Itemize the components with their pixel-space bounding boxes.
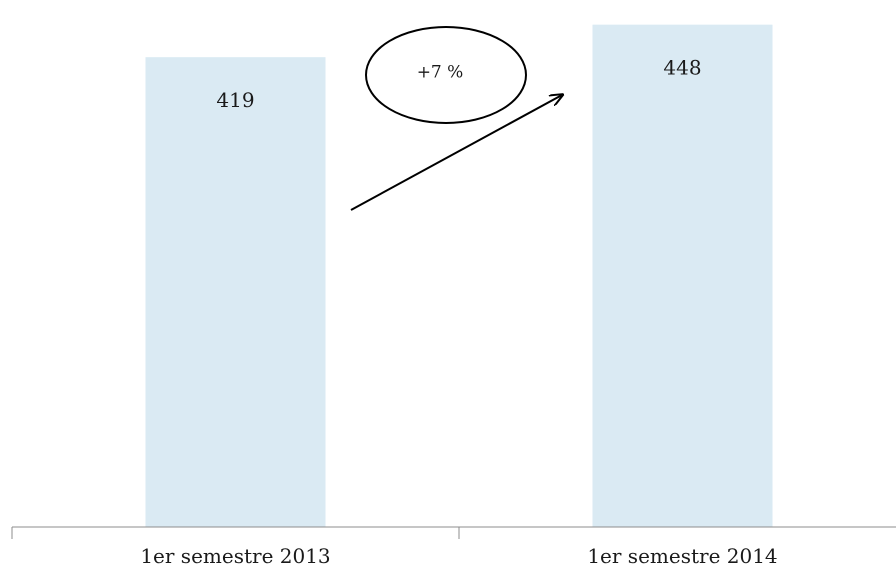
bar-2 — [592, 24, 773, 527]
growth-arrow — [350, 95, 562, 211]
bar-value-label-1: 419 — [216, 88, 254, 112]
data-labels-layer: 419 448 — [216, 56, 701, 113]
bars-layer — [145, 24, 773, 527]
growth-label: +7 % — [417, 63, 464, 83]
growth-ellipse — [365, 26, 527, 124]
category-labels: 1er semestre 2013 1er semestre 2014 — [140, 544, 777, 568]
x-axis-ticks — [11, 527, 460, 539]
category-label-1: 1er semestre 2013 — [140, 544, 330, 568]
category-label-2: 1er semestre 2014 — [587, 544, 777, 568]
bar-1 — [145, 57, 326, 527]
bar-value-label-2: 448 — [663, 56, 701, 80]
growth-callout: +7 % — [350, 26, 562, 211]
